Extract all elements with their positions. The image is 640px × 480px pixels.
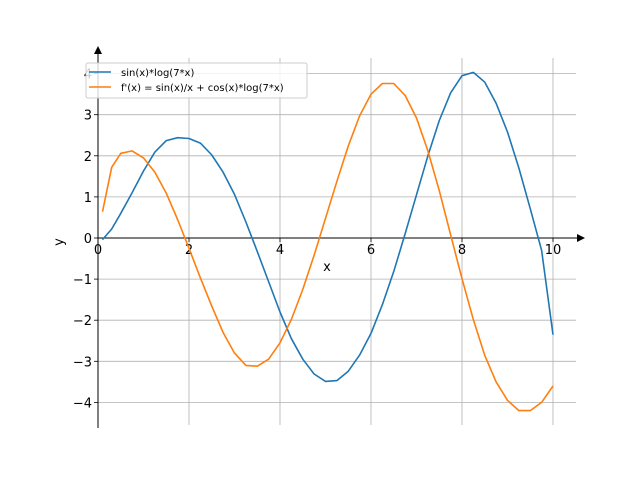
series-layer [101, 71, 554, 412]
legend-entries: sin(x)*log(7*x) f'(x) = sin(x)/x + cos(x)… [89, 68, 284, 94]
y-tick-label: 1 [84, 191, 92, 206]
x-tick-label: 4 [276, 243, 284, 258]
y-tick-label: 2 [84, 150, 92, 165]
legend-label: f'(x) = sin(x)/x + cos(x)*log(7*x) [121, 83, 284, 94]
y-tick-label: −1 [73, 273, 92, 288]
y-tick-label: −3 [73, 355, 92, 370]
legend-box [85, 62, 308, 99]
x-tick-label: 10 [545, 243, 562, 258]
y-tick-label: 3 [84, 109, 92, 124]
x-tick-label: 0 [94, 243, 102, 258]
x-tick-label: 6 [367, 243, 375, 258]
grid [98, 58, 576, 425]
legend: sin(x)*log(7*x) f'(x) = sin(x)/x + cos(x)… [85, 62, 308, 99]
x-axis-label: x [323, 260, 331, 275]
x-tick-label: 8 [458, 243, 466, 258]
legend-label: sin(x)*log(7*x) [121, 68, 194, 79]
y-axis-label: y [52, 238, 67, 246]
y-tick-label: −2 [73, 314, 92, 329]
x-axis-arrow [577, 234, 585, 242]
axes [94, 46, 585, 428]
y-axis-arrow [94, 46, 102, 54]
y-tick-label: −4 [73, 396, 92, 411]
series-line [101, 71, 554, 383]
series-line [101, 82, 554, 412]
y-tick-label: 0 [84, 232, 92, 247]
